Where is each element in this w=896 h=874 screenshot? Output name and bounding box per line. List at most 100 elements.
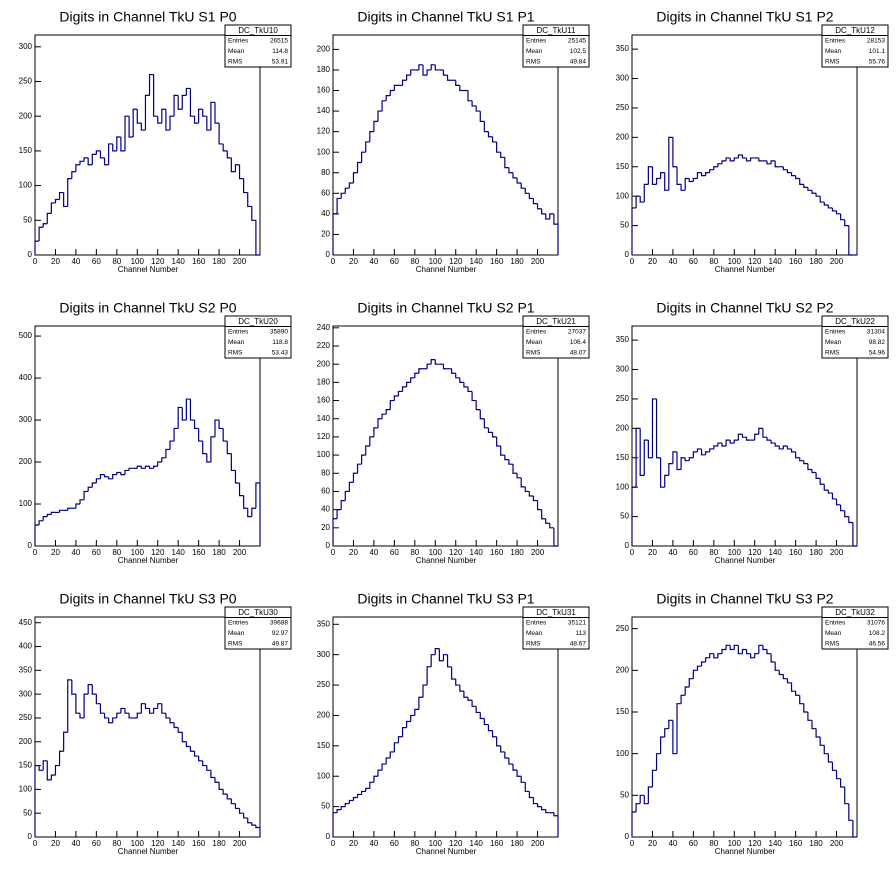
x-axis-label: Channel Number [416,556,477,565]
histogram-bin [189,399,195,421]
x-axis-label: Channel Number [715,556,776,565]
y-tick-label: 350 [616,335,630,344]
histogram-bin [202,109,207,117]
histogram-bin [815,193,821,197]
histogram-bin [479,111,485,122]
stats-name: DC_TkU21 [536,317,576,326]
histogram-bin [67,178,72,207]
x-tick-label: 140 [470,257,484,266]
x-tick-label: 0 [331,257,336,266]
histogram-bin [181,732,187,743]
histogram-bin [418,696,423,710]
y-tick-label: 0 [28,541,33,550]
histogram-bin [418,64,423,70]
stats-value: 114.8 [272,48,288,55]
histogram-bin [340,499,346,510]
histogram-bin [705,451,710,455]
histogram-bin [700,661,706,667]
histogram-bin [381,763,387,771]
histogram-bin [762,645,767,651]
x-tick-label: 180 [809,257,823,266]
histogram-bin [75,694,80,714]
histogram-bin [344,802,350,807]
x-tick-label: 180 [809,839,823,848]
x-tick-label: 40 [369,839,378,848]
stats-value: 55.76 [869,58,886,65]
histogram-panel: Digits in Channel TkU S3 P20501001502002… [616,591,889,856]
histogram-bin [758,644,763,654]
histogram-bin [491,432,497,438]
histogram-bin [475,400,481,411]
histogram-bin [226,794,232,800]
chart-title: Digits in Channel TkU S2 P2 [656,300,833,316]
histogram-bin [451,666,456,680]
y-tick-label: 250 [616,624,630,633]
histogram-bin [758,157,763,162]
histogram-bin [831,493,837,500]
y-tick-label: 350 [19,665,33,674]
x-tick-label: 120 [151,257,165,266]
histogram-bin [504,751,509,759]
histogram-bin [536,803,542,808]
x-tick-label: 20 [349,548,358,557]
chart-title: Digits in Channel TkU S1 P1 [357,9,534,25]
histogram-bin [520,477,526,488]
histogram-bin [91,153,97,165]
histogram-bin [709,169,714,173]
histogram-bin [500,152,505,158]
histogram-bin [852,522,857,547]
stats-value: 49.84 [570,58,587,65]
histogram-bin [455,80,460,86]
y-tick-label: 80 [321,468,330,477]
histogram-bin [643,183,649,203]
x-tick-label: 120 [748,548,762,557]
stats-label: Entries [228,328,249,335]
histogram-bin [144,94,150,131]
histogram-bin [807,712,812,721]
y-tick-label: 140 [317,414,331,423]
histogram-bin [251,507,256,517]
histogram-bin [365,787,370,792]
y-tick-label: 80 [321,168,330,177]
x-tick-label: 140 [172,257,186,266]
histogram-bin [840,504,845,512]
histogram-bin [193,116,199,124]
histogram-bin [803,703,808,713]
stats-value: 48.67 [570,640,587,647]
histogram-bin [430,359,436,365]
x-tick-label: 40 [369,548,378,557]
y-tick-label: 150 [19,761,33,770]
x-tick-label: 20 [51,257,60,266]
histogram-bin [516,177,522,184]
y-tick-label: 160 [317,86,331,95]
histogram-bin [782,674,788,680]
x-tick-label: 140 [769,548,783,557]
histogram-bin [844,219,849,227]
histogram-bin [50,202,56,214]
stats-value: 26515 [270,37,288,44]
y-tick-label: 300 [616,74,630,83]
y-tick-label: 100 [317,771,331,780]
histogram-bin [348,182,354,189]
histogram-bin [647,786,653,804]
stats-value: 46.56 [869,640,886,647]
histogram-bin [524,782,530,793]
stats-value: 101.1 [869,48,886,55]
histogram-bin [455,373,460,379]
histogram-bin [124,708,130,714]
histogram-bin [414,708,419,716]
histogram-bin [169,717,175,724]
x-tick-label: 140 [172,548,186,557]
histogram-bin [247,817,252,824]
histogram-bin [148,708,154,714]
stats-label: RMS [526,349,541,356]
y-tick-label: 200 [317,359,331,368]
histogram-bin [725,439,731,446]
histogram-bin [99,703,105,714]
chart-title: Digits in Channel TkU S1 P0 [59,9,236,25]
x-tick-label: 100 [131,548,145,557]
histogram-bin [541,806,546,811]
histogram-bin [177,406,183,429]
x-tick-label: 60 [390,548,399,557]
histogram-bin [169,440,175,450]
